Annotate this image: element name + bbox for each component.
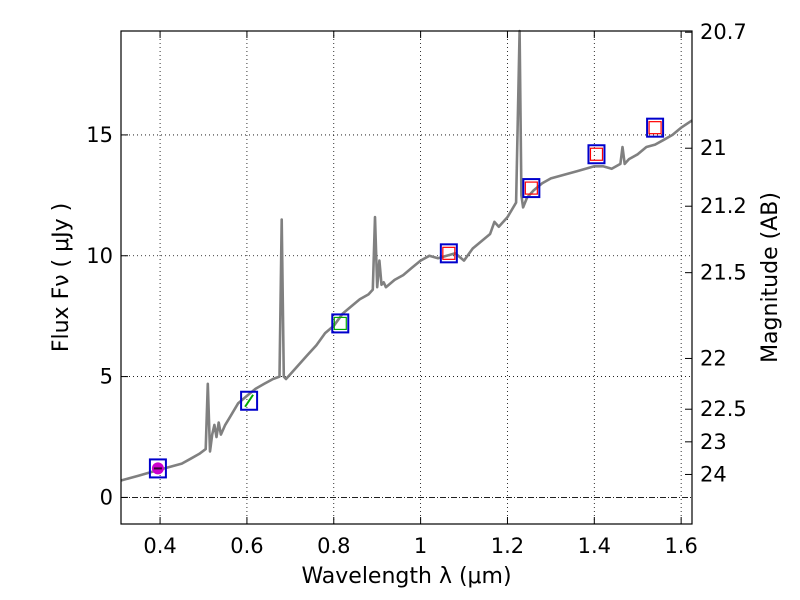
photometry-box [587, 144, 606, 165]
y-tick-label: 0 [100, 485, 113, 509]
photometry-box [240, 390, 259, 411]
x-tick-label: 0.4 [143, 534, 176, 558]
photometry-point [148, 458, 167, 479]
x-tick-label: 1.2 [491, 534, 524, 558]
y2-tick-label: 21.5 [700, 261, 747, 285]
y2-tick-label: 22.5 [700, 397, 747, 421]
y2-tick-label: 22 [700, 346, 727, 370]
x-tick-label: 0.6 [230, 534, 263, 558]
y2-tick-label: 23 [700, 430, 727, 454]
x-tick-label: 1 [414, 534, 427, 558]
photometry-marker [589, 147, 604, 161]
y2-tick-label: 20.7 [700, 20, 747, 44]
photometry-point [439, 243, 458, 264]
y-tick-label: 10 [86, 244, 113, 268]
grid-lines [121, 31, 692, 524]
photometry-point [646, 117, 665, 138]
y-axis-title: Flux Fν ( μJy ) [49, 203, 74, 352]
y-tick-label: 5 [100, 365, 113, 389]
y2-tick-label: 21 [700, 136, 727, 160]
photometry-points [148, 117, 665, 479]
photometry-point [587, 144, 606, 165]
x-tick-label: 1.4 [578, 534, 611, 558]
photometry-point [522, 178, 541, 199]
photometry-marker [333, 316, 347, 331]
x-axis-title: Wavelength λ (μm) [301, 564, 511, 589]
photometry-marker [648, 121, 662, 135]
photometry-box [148, 458, 167, 479]
photometry-box [646, 117, 665, 138]
photometry-marker [524, 181, 538, 195]
spectrum-line [120, 29, 693, 482]
y-tick-label: 15 [86, 123, 113, 147]
photometry-box [331, 313, 350, 334]
plot-frame [120, 30, 693, 525]
photometry-marker [244, 394, 254, 408]
photometry-marker [442, 246, 456, 260]
x-tick-label: 0.8 [317, 534, 350, 558]
photometry-point [331, 313, 350, 334]
y2-axis-title: Magnitude (AB) [758, 192, 783, 363]
photometry-box [522, 178, 541, 199]
photometry-box [439, 243, 458, 264]
y2-tick-label: 24 [700, 462, 727, 486]
x-tick-label: 1.6 [664, 534, 697, 558]
photometry-point [240, 390, 259, 411]
y2-tick-label: 21.2 [700, 194, 747, 218]
axis-ticks: 0.4 0.6 0.8 1 1.2 1.4 1.6 0 5 10 15 20.7 21 21.2 21.5 2… [86, 20, 747, 558]
